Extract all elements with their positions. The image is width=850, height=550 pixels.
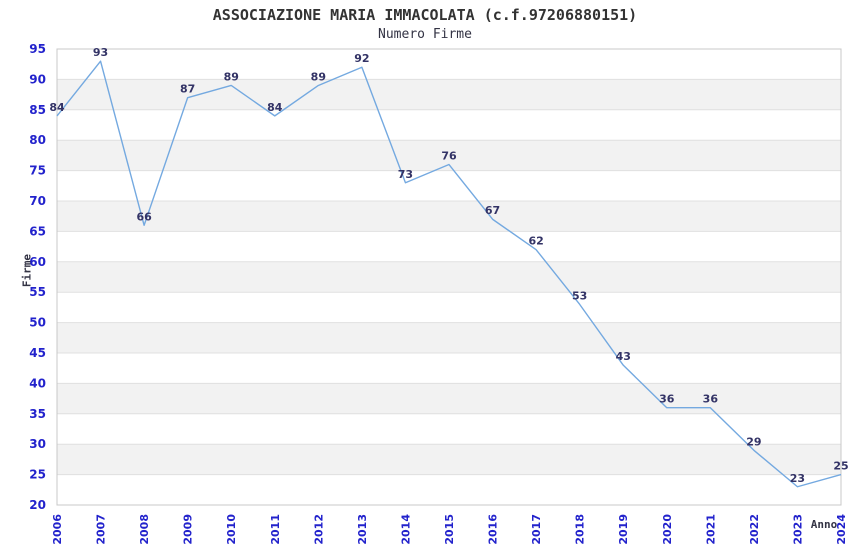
data-label: 67 (485, 204, 500, 217)
data-label: 84 (267, 101, 283, 114)
grid-band (57, 474, 841, 505)
x-tick-label: 2024 (835, 514, 848, 545)
x-tick-label: 2016 (487, 514, 500, 545)
series-line (56, 60, 842, 488)
data-label: 73 (398, 168, 413, 181)
x-tick-label: 2008 (138, 514, 151, 545)
x-tick-label: 2015 (443, 514, 456, 545)
data-label: 53 (572, 289, 587, 302)
y-tick-label: 80 (29, 133, 46, 147)
grid-band (57, 353, 841, 384)
grid-band (57, 383, 841, 414)
data-label: 93 (93, 46, 108, 59)
x-tick-label: 2023 (791, 514, 804, 545)
x-tick-label: 2007 (95, 514, 108, 545)
chart-title: ASSOCIAZIONE MARIA IMMACOLATA (c.f.97206… (212, 6, 638, 24)
data-label: 25 (833, 460, 848, 473)
grid-band (57, 292, 841, 323)
data-label: 87 (180, 83, 195, 96)
data-label: 29 (746, 435, 761, 448)
grid-band (57, 49, 841, 80)
x-axis-title: Anno (810, 518, 838, 531)
x-tick-label: 2013 (356, 514, 369, 545)
y-tick-label: 75 (29, 164, 46, 178)
y-tick-label: 70 (29, 194, 46, 208)
data-label: 89 (224, 70, 239, 83)
y-tick-label: 50 (29, 316, 46, 330)
x-tick-label: 2021 (704, 514, 717, 545)
y-tick-label: 30 (29, 437, 46, 451)
data-label: 23 (790, 472, 805, 485)
y-tick-label: 40 (29, 376, 46, 390)
x-tick-label: 2010 (225, 514, 238, 545)
x-tick-label: 2018 (574, 514, 587, 545)
data-label: 92 (354, 52, 369, 65)
grid-band (57, 413, 841, 445)
y-axis-title: Firme (20, 253, 34, 288)
data-label: 36 (703, 393, 719, 406)
x-tick-label: 2017 (530, 514, 543, 545)
chart-subtitle: Numero Firme (378, 27, 472, 42)
x-tick-label: 2006 (51, 514, 64, 545)
data-label: 89 (311, 70, 326, 83)
grid-band (57, 109, 841, 141)
grid-band (57, 444, 841, 475)
x-tick-label: 2012 (312, 514, 325, 545)
data-label: 76 (441, 150, 457, 163)
grid-band (57, 322, 841, 353)
x-tick-label: 2011 (269, 514, 282, 545)
y-tick-label: 35 (29, 407, 46, 421)
plot-border (56, 48, 842, 506)
data-label: 43 (616, 350, 631, 363)
y-tick-label: 95 (29, 42, 46, 56)
x-tick-label: 2022 (748, 514, 761, 545)
y-tick-label: 85 (29, 103, 46, 117)
grid-band (57, 261, 841, 293)
y-tick-label: 20 (29, 498, 46, 512)
x-tick-label: 2009 (182, 514, 195, 545)
grid-band (57, 79, 841, 110)
x-tick-label: 2019 (617, 514, 630, 545)
y-tick-label: 65 (29, 224, 46, 238)
y-tick-label: 45 (29, 346, 46, 360)
grid-band (57, 170, 841, 201)
y-tick-label: 55 (29, 285, 46, 299)
data-label: 66 (136, 210, 152, 223)
y-tick-label: 60 (29, 255, 46, 269)
x-tick-label: 2014 (399, 514, 412, 545)
grid-band (57, 231, 841, 262)
y-tick-label: 25 (29, 468, 46, 482)
x-tick-label: 2020 (661, 514, 674, 545)
data-label: 62 (528, 235, 543, 248)
data-label: 36 (659, 393, 675, 406)
data-label: 84 (49, 101, 65, 114)
grid-band (57, 201, 841, 232)
y-tick-label: 90 (29, 72, 46, 86)
